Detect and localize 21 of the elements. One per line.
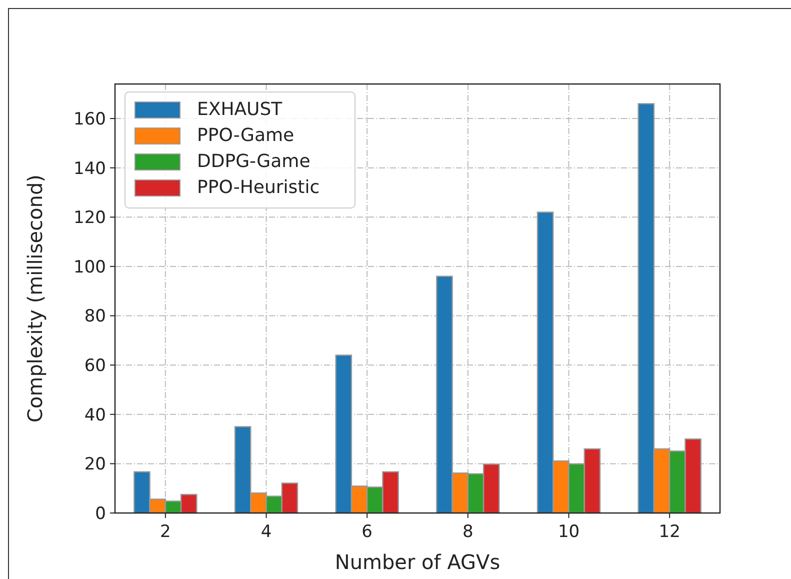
x-axis-title: Number of AGVs	[334, 550, 500, 574]
y-tick-label: 60	[84, 356, 106, 376]
y-tick-label: 140	[74, 158, 106, 179]
y-axis-title: Complexity (millisecond)	[23, 174, 47, 422]
x-tick-label: 4	[260, 522, 272, 542]
y-tick-label: 80	[84, 306, 106, 327]
y-tick-label: 40	[84, 405, 106, 426]
y-tick-label: 0	[95, 504, 106, 524]
x-tick-label: 8	[462, 522, 474, 542]
y-tick-label: 120	[74, 208, 106, 228]
y-tick-label: 100	[74, 257, 106, 278]
y-tick-label: 20	[84, 454, 106, 475]
x-tick-label: 12	[658, 522, 680, 542]
legend-label: DDPG-Game	[197, 151, 310, 172]
y-tick-label: 160	[74, 109, 106, 130]
legend-label: EXHAUST	[197, 99, 284, 120]
legend-label: PPO-Heuristic	[197, 177, 320, 198]
x-tick-label: 10	[558, 522, 580, 542]
x-tick-label: 2	[160, 522, 171, 542]
legend-label: PPO-Game	[197, 125, 294, 146]
x-tick-label: 6	[362, 522, 372, 542]
